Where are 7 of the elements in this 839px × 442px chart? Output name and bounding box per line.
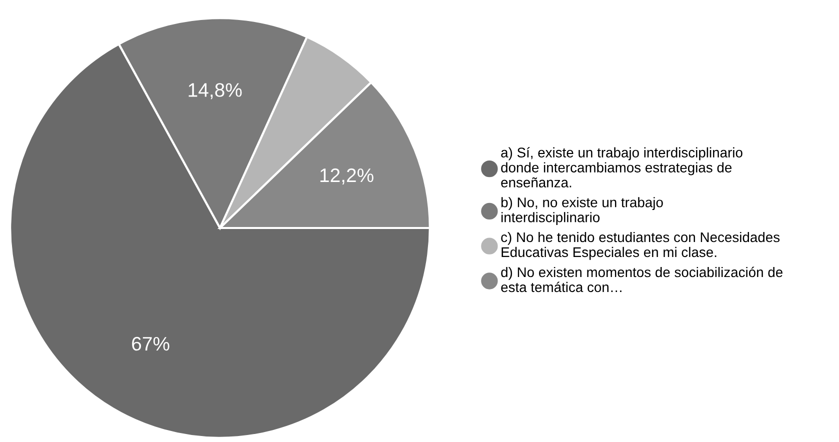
data-label: 14,8% xyxy=(188,83,242,100)
legend-label: c) No he tenido estudiantes con Necesidades Educativas Especiales en mi clase. xyxy=(501,232,780,260)
legend-label: b) No, no existe un trabajo interdisciplinario xyxy=(501,197,663,226)
legend-label: a) Sí, existe un trabajo interdisciplinario donde intercambiamos estrategias de enseñanza. xyxy=(501,147,742,188)
legend-label: d) No existen momentos de sociabilización de esta temática con… xyxy=(501,266,782,292)
data-label: 12,2% xyxy=(320,168,374,184)
data-label: 67% xyxy=(132,336,170,351)
